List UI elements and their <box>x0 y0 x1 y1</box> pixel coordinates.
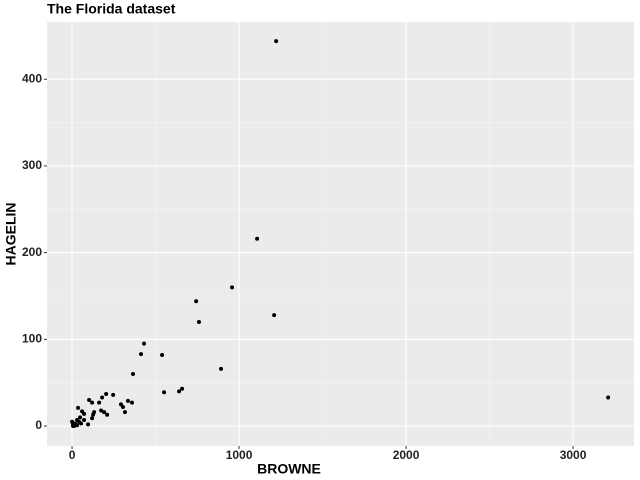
point <box>177 389 182 394</box>
point <box>71 424 76 429</box>
point <box>180 386 185 391</box>
x-tick-label: 2000 <box>393 448 420 462</box>
point <box>104 391 109 396</box>
y-tick-label: 400 <box>22 71 42 85</box>
y-tick-label: 200 <box>22 245 42 259</box>
point <box>125 398 130 403</box>
point <box>90 400 95 405</box>
x-tick-label: 3000 <box>560 448 587 462</box>
panel <box>47 22 634 446</box>
point <box>82 411 87 416</box>
point <box>160 352 165 357</box>
point <box>97 400 102 405</box>
point <box>111 392 116 397</box>
point <box>130 400 135 405</box>
point <box>194 299 199 304</box>
point <box>274 39 279 44</box>
point <box>142 341 147 346</box>
point <box>255 236 260 241</box>
point <box>82 417 87 422</box>
y-tick-label: 300 <box>22 158 42 172</box>
y-tick-label: 0 <box>35 418 42 432</box>
point <box>105 412 110 417</box>
point <box>90 416 95 421</box>
point <box>100 395 105 400</box>
point <box>219 366 224 371</box>
y-tick-label: 100 <box>22 332 42 346</box>
point <box>162 390 167 395</box>
point <box>120 404 125 409</box>
point <box>78 415 83 420</box>
point <box>196 320 201 325</box>
point <box>131 372 136 377</box>
point <box>86 422 91 427</box>
point <box>87 398 92 403</box>
point <box>139 352 144 357</box>
chart-title: The Florida dataset <box>47 1 176 17</box>
point <box>99 408 104 413</box>
point <box>76 405 81 410</box>
point <box>272 313 277 318</box>
x-tick-label: 1000 <box>226 448 253 462</box>
point <box>606 395 611 400</box>
point <box>70 419 75 424</box>
point <box>230 285 235 290</box>
y-axis-title: HAGELIN <box>3 203 19 266</box>
point <box>75 423 80 428</box>
point <box>77 419 82 424</box>
x-tick-label: 0 <box>69 448 76 462</box>
point <box>122 410 127 415</box>
x-axis-title: BROWNE <box>257 461 321 477</box>
point <box>91 412 96 417</box>
point <box>102 410 107 415</box>
